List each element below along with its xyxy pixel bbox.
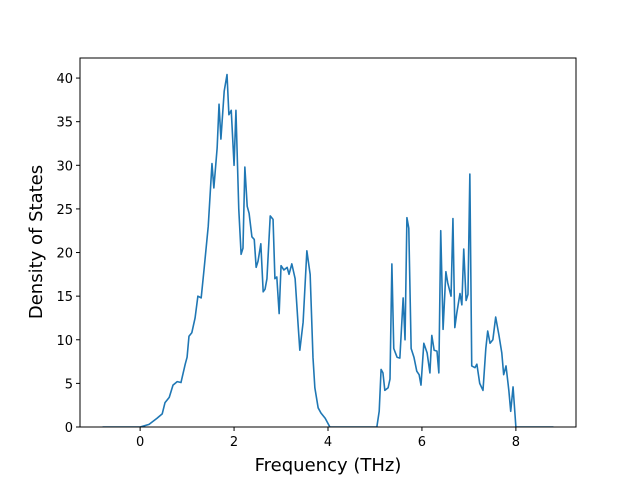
x-tick-label: 8 — [512, 435, 520, 450]
y-tick-label: 5 — [65, 377, 73, 392]
y-tick-label: 35 — [56, 116, 73, 131]
y-axis-label: Density of States — [26, 165, 47, 319]
plot-frame — [79, 57, 577, 428]
x-tick-label: 2 — [230, 435, 238, 450]
line — [102, 73, 554, 427]
x-axis-label: Frequency (THz) — [255, 455, 402, 476]
y-tick-label: 0 — [65, 421, 73, 436]
x-tick-label: 4 — [324, 435, 332, 450]
y-tick-label: 40 — [56, 72, 73, 87]
y-tick-label: 10 — [56, 334, 73, 349]
x-tick-label: 0 — [136, 435, 144, 450]
y-tick-label: 30 — [56, 159, 73, 174]
x-tick-label: 6 — [418, 435, 426, 450]
y-tick-label: 15 — [56, 290, 73, 305]
y-tick-label: 20 — [56, 247, 73, 262]
y-tick-label: 25 — [56, 203, 73, 218]
